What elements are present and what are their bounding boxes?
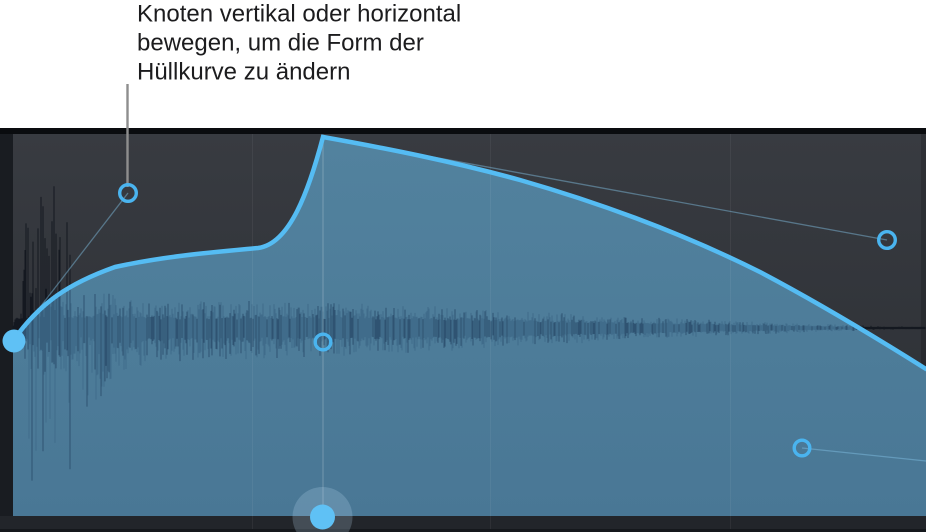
envelope-start-node[interactable] [2, 329, 26, 353]
panel-top-border [0, 128, 926, 134]
decay-curve-handle[interactable] [877, 229, 898, 250]
release-curve-handle[interactable] [792, 438, 812, 458]
panel-bottom-border [0, 529, 926, 532]
callout-line-3: Hüllkurve zu ändern [137, 59, 350, 86]
callout-line-2: bewegen, um die Form der [137, 30, 424, 57]
panel-right-edge [921, 134, 926, 516]
panel-bottom-strip [0, 516, 926, 532]
callout-background [0, 0, 926, 128]
waveform-dark-texture [13, 186, 926, 481]
envelope-curve[interactable] [10, 134, 926, 372]
attack-curve-handle[interactable] [117, 182, 138, 203]
panel-left-edge [0, 134, 13, 516]
callout-line-1: Knoten vertikal oder horizontal [137, 1, 461, 28]
mid-curve-handle[interactable] [313, 332, 333, 352]
curve-handle-guide-line-3 [801, 447, 926, 462]
envelope-end-node[interactable] [310, 504, 335, 530]
